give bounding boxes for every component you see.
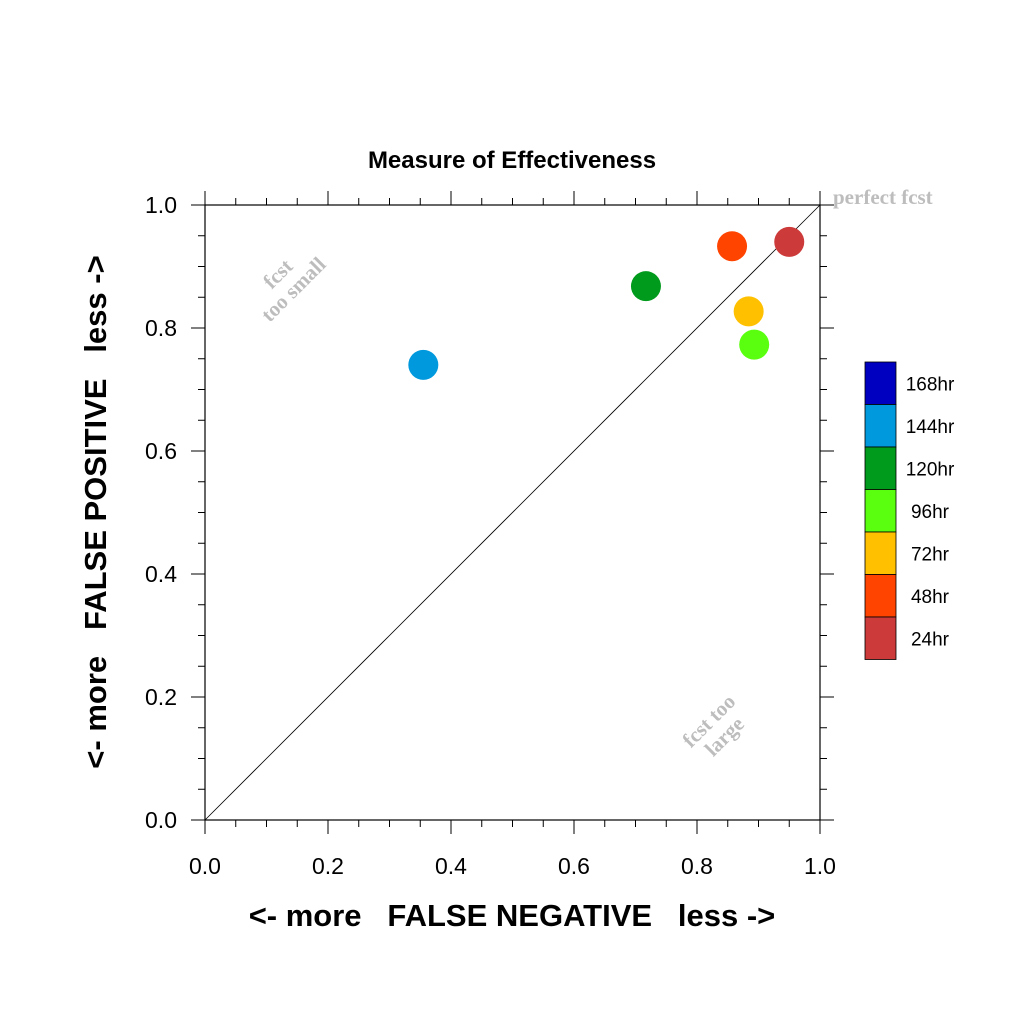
- legend-swatch-144hr: [864, 404, 897, 448]
- x-tick-label: 1.0: [804, 853, 836, 879]
- y-tick-label: 1.0: [145, 192, 177, 218]
- data-point-96hr: [739, 329, 770, 360]
- y-tick-label: 0.6: [145, 438, 177, 464]
- y-tick-label: 0.8: [145, 315, 177, 341]
- legend-swatch-96hr: [864, 489, 897, 533]
- y-tick-label: 0.0: [145, 807, 177, 833]
- too-small-line2: too small: [256, 252, 330, 326]
- y-tick-label: 0.2: [145, 684, 177, 710]
- x-axis-label: <- more FALSE NEGATIVE less ->: [249, 898, 776, 933]
- legend-swatch-24hr: [864, 616, 897, 660]
- legend: 168hr 144hr 120hr 96hr 72hr 48hr 24hr: [864, 361, 955, 660]
- legend-label-120hr: 120hr: [906, 459, 955, 480]
- x-tick-label: 0.4: [435, 853, 467, 879]
- too-large-annotation: fcst too large: [677, 689, 748, 760]
- x-tick-label: 0.0: [189, 853, 221, 879]
- y-axis-label: <- more FALSE POSITIVE less ->: [78, 255, 113, 768]
- data-point-72hr: [733, 296, 764, 327]
- data-point-48hr: [717, 231, 748, 262]
- x-tick-label: 0.2: [312, 853, 344, 879]
- legend-label-168hr: 168hr: [906, 374, 955, 395]
- legend-label-96hr: 96hr: [911, 502, 950, 523]
- legend-swatch-120hr: [864, 446, 897, 490]
- data-point-144hr: [408, 349, 439, 380]
- x-tick-label: 0.8: [681, 853, 713, 879]
- data-point-24hr: [774, 226, 805, 257]
- y-tick-label: 0.4: [145, 561, 177, 587]
- perfect-forecast-diagonal: [204, 204, 821, 821]
- legend-swatch-168hr: [864, 361, 897, 405]
- x-tick-labels: 0.0 0.2 0.4 0.6 0.8 1.0: [189, 853, 836, 879]
- legend-swatch-48hr: [864, 574, 897, 618]
- legend-label-72hr: 72hr: [911, 544, 950, 565]
- legend-label-24hr: 24hr: [911, 629, 950, 650]
- data-points: [408, 226, 805, 380]
- legend-label-144hr: 144hr: [906, 417, 955, 438]
- too-small-annotation: fcst too small: [256, 252, 330, 326]
- x-tick-label: 0.6: [558, 853, 590, 879]
- y-tick-labels: 0.0 0.2 0.4 0.6 0.8 1.0: [145, 192, 177, 833]
- data-point-120hr: [630, 271, 661, 302]
- axis-ticks: [191, 191, 834, 834]
- legend-label-48hr: 48hr: [911, 587, 950, 608]
- chart-title: Measure of Effectiveness: [368, 147, 656, 174]
- legend-swatch-72hr: [864, 531, 897, 575]
- perfect-forecast-annotation: perfect fcst: [833, 185, 933, 209]
